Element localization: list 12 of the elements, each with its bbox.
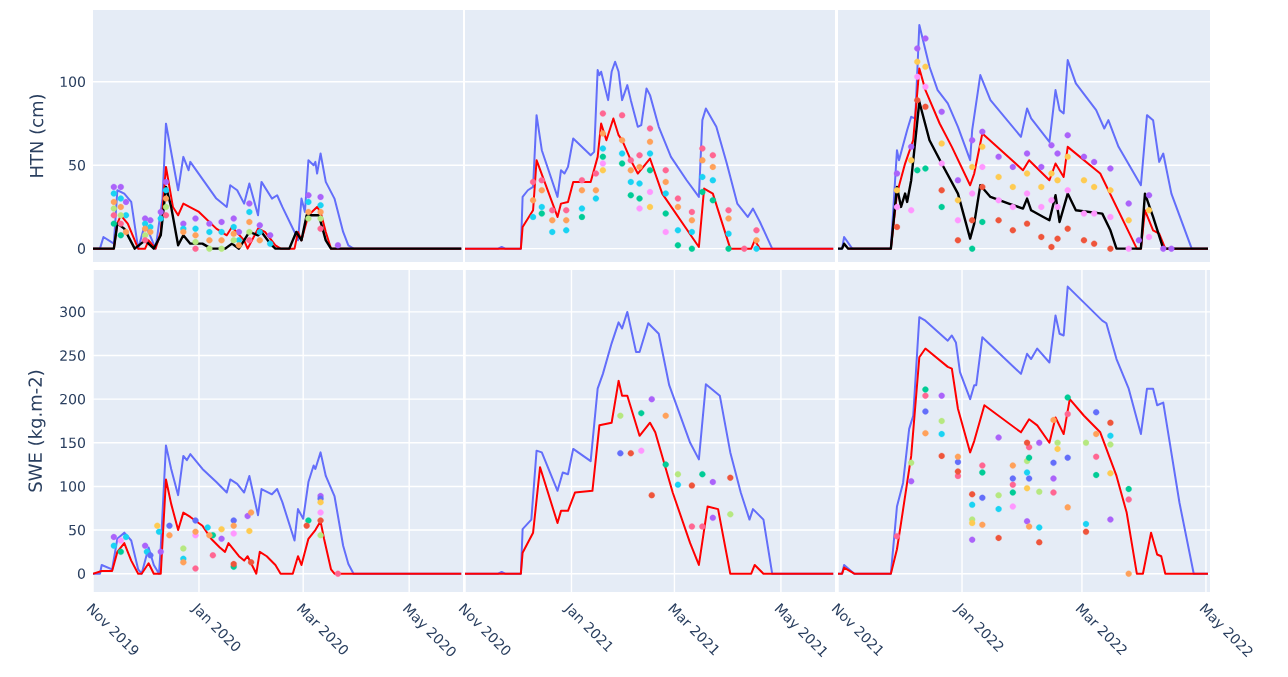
y-tick-label: 300	[60, 306, 85, 318]
y-tick-label: 150	[60, 437, 85, 449]
y-axis-title: SWE (kg.m-2)	[28, 370, 46, 492]
y-tick-label: 0	[77, 243, 85, 254]
y-tick-label: 50	[69, 159, 85, 171]
y-tick-label: 200	[60, 393, 85, 405]
y-tick-label: 100	[60, 481, 85, 492]
y-tick-label: 100	[60, 76, 85, 88]
y-tick-label: 250	[60, 350, 85, 361]
y-tick-label: 50	[69, 524, 85, 536]
y-axis-title: HTN (cm)	[29, 94, 46, 177]
y-tick-label: 0	[77, 568, 85, 579]
